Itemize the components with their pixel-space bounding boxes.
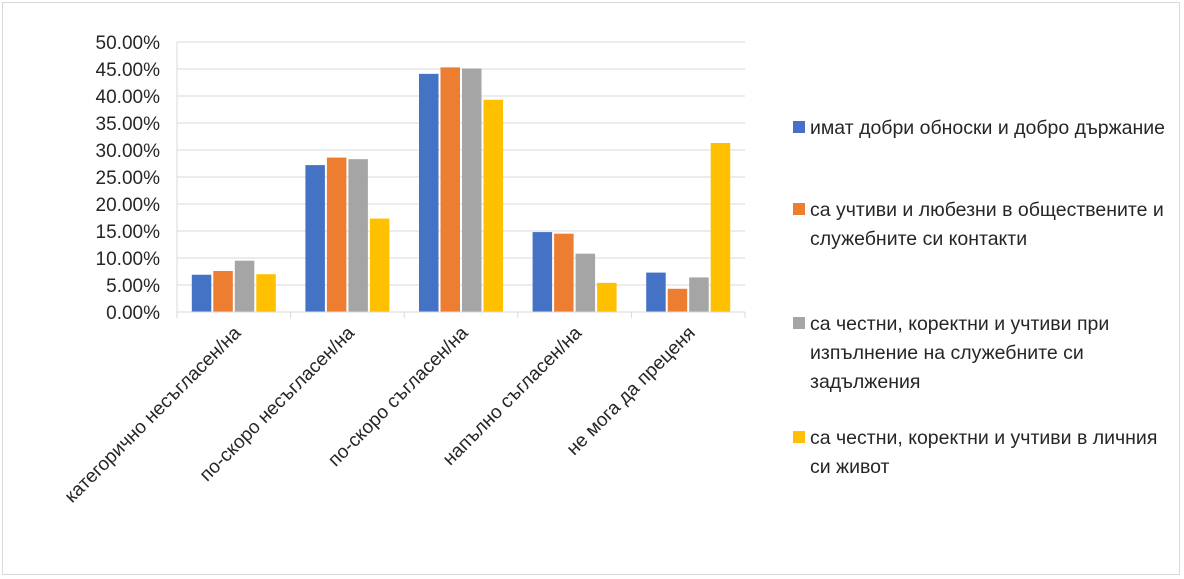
bar — [554, 233, 574, 312]
y-tick-label: 10.00% — [96, 249, 161, 270]
bar — [305, 165, 325, 312]
legend-swatch — [793, 317, 805, 329]
bar — [419, 73, 439, 312]
bar — [348, 159, 368, 312]
bar — [191, 274, 212, 312]
y-tick-label: 50.00% — [96, 33, 161, 54]
bar — [710, 142, 731, 312]
legend-label: имат добри обноски и добро държание — [810, 117, 1166, 139]
bar — [597, 282, 617, 312]
legend-label: са честни, коректни и учтиви при изпълне… — [810, 313, 1110, 393]
bar — [462, 68, 482, 313]
bar — [234, 260, 255, 312]
y-tick-label: 30.00% — [96, 141, 161, 162]
y-tick-label: 15.00% — [96, 222, 161, 243]
y-tick-label: 20.00% — [96, 195, 161, 216]
bar — [667, 288, 688, 312]
bar — [532, 232, 553, 312]
y-tick-label: 5.00% — [106, 276, 160, 297]
legend-label: са честни, коректни и учтиви в личния си… — [810, 427, 1158, 478]
bar — [213, 270, 233, 312]
y-tick-label: 45.00% — [96, 60, 161, 81]
legend-label: са учтиви и любезни в обществените и слу… — [810, 199, 1164, 250]
bar — [689, 277, 709, 312]
bar — [646, 272, 666, 312]
legend-swatch — [793, 203, 805, 215]
bar — [369, 218, 390, 312]
bar — [483, 99, 503, 312]
legend-swatch — [793, 121, 805, 133]
bar — [575, 253, 596, 312]
y-tick-label: 35.00% — [96, 114, 161, 135]
y-tick-label: 40.00% — [96, 87, 161, 108]
bar — [326, 157, 347, 312]
y-tick-label: 0.00% — [106, 303, 160, 324]
bar — [440, 67, 460, 312]
x-tick-label: категорично несъгласен/на — [61, 322, 246, 507]
bar — [256, 274, 276, 312]
x-tick-label: не мога да преценя — [563, 323, 700, 460]
legend-swatch — [793, 431, 805, 443]
y-tick-label: 25.00% — [96, 168, 161, 189]
